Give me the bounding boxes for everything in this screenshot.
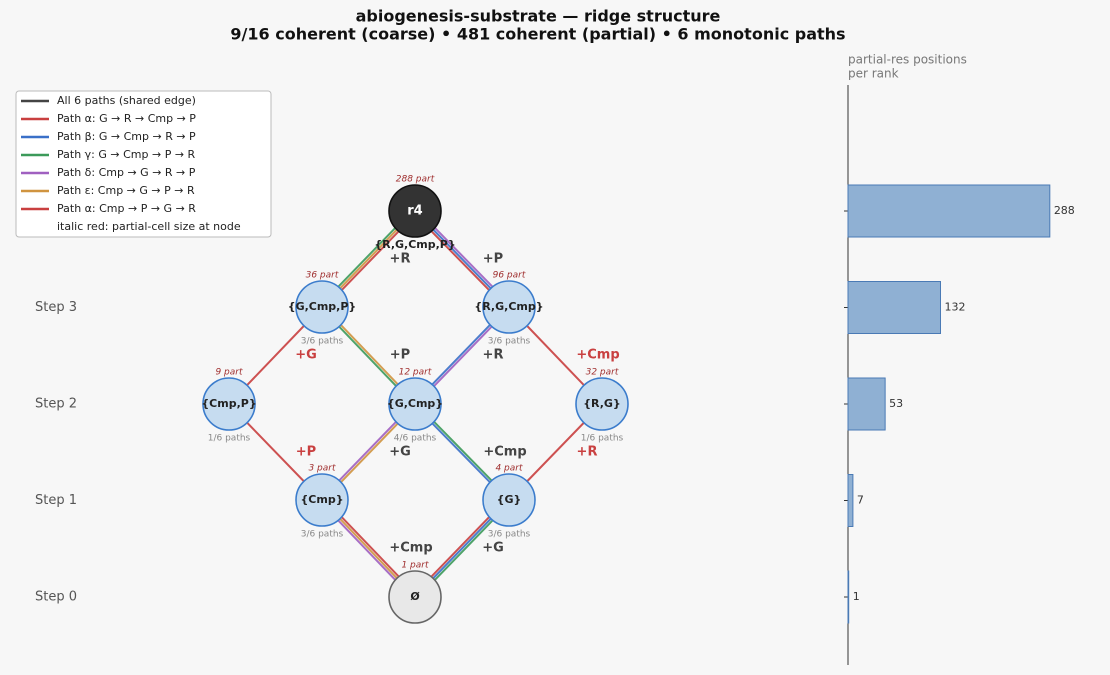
node-label: {G} (497, 493, 522, 506)
node (482, 473, 536, 527)
node-part: 1 part (401, 561, 429, 571)
node (295, 473, 349, 527)
node-paths: 1/6 paths (581, 434, 624, 444)
chart-title: partial-res positions (848, 53, 967, 67)
node (202, 377, 256, 431)
legend-label: All 6 paths (shared edge) (57, 94, 196, 107)
node (575, 377, 629, 431)
edge-label: +P (296, 445, 316, 460)
node-label: Ø (410, 590, 420, 603)
edge-label: +Cmp (483, 445, 526, 460)
node-label: {R,G,Cmp} (474, 300, 543, 313)
value-label: 7 (857, 494, 864, 507)
node-label: r4 (407, 204, 422, 219)
node-paths: 3/6 paths (488, 530, 531, 540)
node-label: {G,Cmp,P} (288, 300, 357, 313)
edge-label: +R (483, 348, 504, 363)
node (388, 184, 442, 238)
node-part: 9 part (215, 368, 243, 378)
node-paths: 3/6 paths (301, 530, 344, 540)
edge-label: +G (389, 445, 411, 460)
node (388, 377, 442, 431)
legend-label: Path β: G → Cmp → R → P (57, 130, 196, 143)
step-label: Step 2 (35, 397, 77, 412)
edge-label: +R (577, 445, 598, 460)
bar (847, 474, 854, 527)
node-label: {G,Cmp} (387, 397, 443, 410)
legend-label: Path α: Cmp → P → G → R (57, 202, 196, 215)
node (482, 280, 536, 334)
node-paths: 3/6 paths (488, 337, 531, 347)
step-label: Step 3 (35, 300, 77, 315)
title: abiogenesis-substrate — ridge structure (356, 7, 721, 26)
node-label: {R,G} (583, 397, 621, 410)
edge-label: +Cmp (389, 541, 432, 556)
node-part: 288 part (396, 175, 435, 185)
step-label: Step 1 (35, 493, 77, 508)
edge-label: +Cmp (576, 348, 619, 363)
node-paths: 3/6 paths (301, 337, 344, 347)
node-part: 96 part (493, 271, 526, 281)
legend-label: italic red: partial-cell size at node (57, 220, 241, 233)
node (295, 280, 349, 334)
edge-label: +P (483, 252, 503, 267)
legend-box (15, 90, 272, 238)
node-part: 4 part (495, 464, 523, 474)
chart-title: per rank (848, 67, 899, 81)
node (388, 570, 442, 624)
node-label: {Cmp} (300, 493, 343, 506)
bar (847, 281, 941, 334)
value-label: 1 (853, 590, 860, 603)
value-label: 132 (945, 301, 966, 314)
legend-label: Path γ: G → Cmp → P → R (57, 148, 196, 161)
node-paths: 1/6 paths (208, 434, 251, 444)
node-part: 32 part (586, 368, 619, 378)
legend-label: Path δ: Cmp → G → R → P (57, 166, 196, 179)
value-label: 288 (1054, 204, 1075, 217)
edge-label: +G (482, 541, 504, 556)
legend-label: Path ε: Cmp → G → P → R (57, 184, 195, 197)
node-part: 12 part (399, 368, 432, 378)
node-part: 3 part (308, 464, 336, 474)
edge-label: +G (295, 348, 317, 363)
bar (847, 184, 1051, 238)
node-paths: 4/6 paths (394, 434, 437, 444)
edge-label: +P (390, 348, 410, 363)
edge-label: +R (390, 252, 411, 267)
node-sublabel: {R,G,Cmp,P} (374, 238, 455, 251)
value-label: 53 (889, 397, 903, 410)
node-part: 36 part (306, 271, 339, 281)
bar (847, 570, 850, 624)
legend-label: Path α: G → R → Cmp → P (57, 112, 196, 125)
bar (847, 377, 886, 431)
step-label: Step 0 (35, 590, 77, 605)
node-label: {Cmp,P} (201, 397, 256, 410)
title: 9/16 coherent (coarse) • 481 coherent (p… (230, 25, 845, 44)
